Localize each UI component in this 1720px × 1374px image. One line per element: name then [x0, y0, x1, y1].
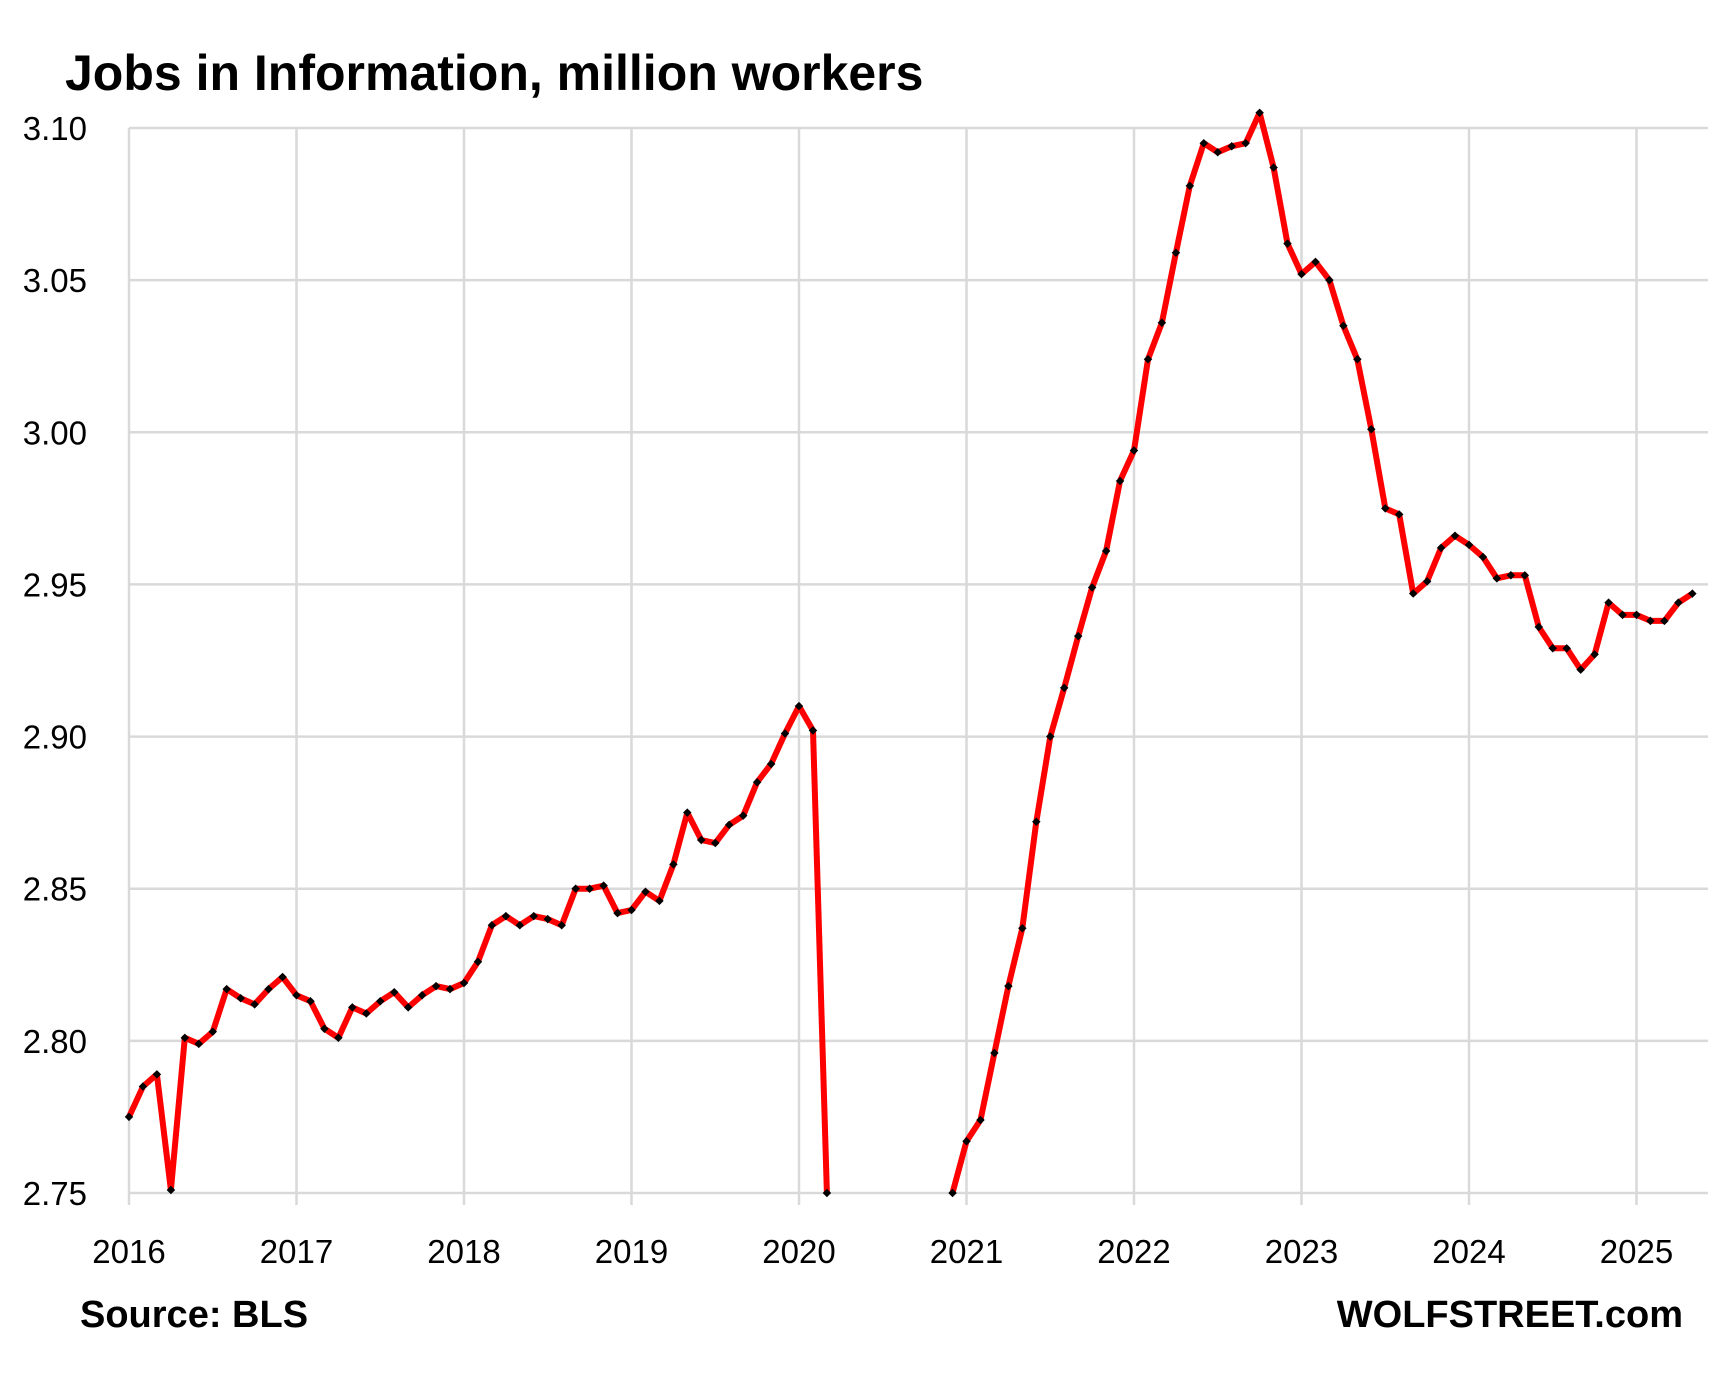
- data-point-marker: [1157, 318, 1167, 327]
- data-point-marker: [641, 887, 650, 896]
- data-point-marker: [376, 997, 385, 1006]
- y-tick-label: 2.95: [23, 566, 87, 603]
- data-point-marker: [585, 884, 594, 893]
- data-point-marker: [403, 1003, 413, 1012]
- data-point-marker: [990, 1048, 999, 1058]
- data-point-marker: [1534, 622, 1544, 632]
- data-point-marker: [1004, 981, 1013, 991]
- data-point-marker: [124, 1112, 134, 1122]
- y-tick-label: 3.10: [23, 110, 87, 147]
- data-point-marker: [459, 978, 469, 988]
- data-point-marker: [306, 997, 315, 1006]
- data-point-marker: [808, 726, 818, 735]
- data-point-marker: [1394, 510, 1404, 519]
- x-tick-label: 2016: [92, 1233, 165, 1270]
- data-point-marker: [1199, 138, 1209, 148]
- data-point-marker: [445, 984, 455, 994]
- data-point-marker: [752, 777, 762, 787]
- data-point-marker: [571, 884, 580, 893]
- data-point-marker: [1297, 269, 1306, 279]
- data-point-marker: [1674, 598, 1683, 607]
- data-point-marker: [962, 1137, 971, 1146]
- data-point-marker: [1576, 665, 1585, 674]
- data-point-marker: [1073, 631, 1083, 641]
- data-point-marker: [1143, 354, 1153, 364]
- x-tick-label: 2019: [595, 1233, 668, 1270]
- data-point-marker: [1688, 589, 1697, 598]
- data-point-marker: [1548, 644, 1557, 653]
- data-point-marker: [1101, 546, 1111, 556]
- x-tick-label: 2020: [762, 1233, 835, 1270]
- y-tick-label: 3.05: [23, 262, 87, 299]
- x-tick-label: 2021: [930, 1233, 1003, 1270]
- data-point-marker: [278, 972, 287, 982]
- y-tick-label: 2.75: [23, 1175, 87, 1212]
- data-point-marker: [1311, 257, 1320, 267]
- data-point-marker: [1436, 543, 1446, 553]
- data-point-marker: [334, 1033, 343, 1043]
- y-tick-label: 3.00: [23, 414, 87, 451]
- axis-labels: 2.75 2.80 2.85 2.90 2.95 3.00 3.05 3.10 2016 2017…: [23, 110, 1673, 1270]
- y-tick-label: 2.80: [23, 1023, 87, 1060]
- data-point-marker: [1059, 683, 1069, 693]
- data-point-marker: [557, 920, 566, 930]
- data-point-marker: [1632, 610, 1641, 620]
- data-point-marker: [697, 835, 706, 845]
- y-tick-label: 2.90: [23, 719, 87, 756]
- data-point-marker: [1590, 650, 1599, 659]
- data-point-marker: [766, 759, 776, 769]
- x-tick-label: 2025: [1600, 1233, 1673, 1270]
- data-point-marker: [1087, 583, 1097, 592]
- data-point-marker: [738, 811, 748, 820]
- data-point-marker: [1408, 589, 1418, 598]
- data-point-marker: [501, 911, 511, 921]
- data-point-marker: [1325, 275, 1334, 285]
- data-point-marker: [473, 957, 483, 966]
- data-point-marker: [543, 914, 552, 924]
- data-point-marker: [1464, 540, 1474, 550]
- x-tick-label: 2022: [1097, 1233, 1170, 1270]
- data-point-marker: [236, 994, 245, 1003]
- data-point-marker: [613, 908, 622, 918]
- data-markers: [124, 108, 1697, 1198]
- data-point-marker: [389, 987, 399, 997]
- data-point-marker: [264, 984, 273, 994]
- series-line-segment-2: [949, 109, 1694, 1194]
- data-point-marker: [669, 860, 678, 869]
- data-point-marker: [1115, 476, 1125, 486]
- brand-label: WOLFSTREET.com: [1336, 1294, 1683, 1336]
- series-line-segment-1: [126, 703, 830, 1194]
- data-point-marker: [431, 981, 441, 991]
- data-point-marker: [1506, 571, 1516, 580]
- x-tick-label: 2017: [260, 1233, 333, 1270]
- data-point-marker: [1604, 598, 1613, 607]
- data-point-marker: [724, 820, 734, 830]
- data-point-marker: [1422, 577, 1432, 586]
- x-tick-label: 2024: [1432, 1233, 1505, 1270]
- data-point-marker: [627, 905, 636, 915]
- data-point-marker: [1520, 571, 1530, 580]
- data-point-marker: [655, 896, 664, 906]
- source-label: Source: BLS: [80, 1294, 309, 1336]
- data-point-marker: [138, 1082, 148, 1091]
- y-tick-label: 2.85: [23, 871, 87, 908]
- grid-lines: [127, 126, 1708, 1205]
- data-point-marker: [292, 990, 301, 1000]
- chart-title: Jobs in Information, million workers: [65, 45, 924, 101]
- data-point-marker: [1660, 616, 1669, 626]
- data-point-marker: [948, 1188, 957, 1198]
- x-tick-label: 2018: [427, 1233, 500, 1270]
- data-point-marker: [362, 1009, 371, 1018]
- x-tick-label: 2023: [1265, 1233, 1338, 1270]
- data-point-marker: [976, 1115, 985, 1125]
- data-point-marker: [822, 1188, 832, 1198]
- data-point-marker: [1367, 424, 1376, 434]
- data-line: [126, 109, 1694, 1194]
- data-point-marker: [1046, 732, 1055, 741]
- data-point-marker: [1450, 531, 1460, 541]
- data-point-marker: [1492, 574, 1502, 583]
